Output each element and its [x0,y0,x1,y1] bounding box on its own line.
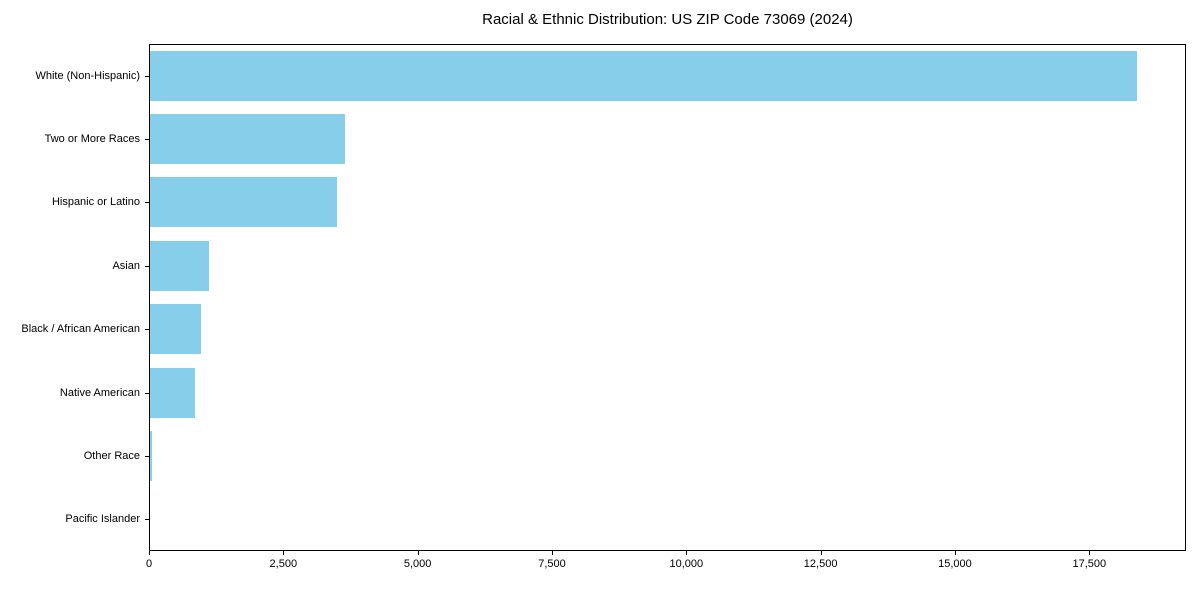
x-tick-mark [418,551,419,555]
y-tick-mark [145,202,149,203]
y-tick-label: Asian [112,259,140,272]
y-tick-label: Other Race [83,449,140,462]
x-tick-mark [821,551,822,555]
bar [150,430,153,481]
bar [150,304,202,355]
bar [150,240,210,291]
x-tick-label: 0 [145,558,153,570]
y-tick-label: Pacific Islander [65,513,140,526]
x-tick-mark [149,551,150,555]
x-tick-label: 17,500 [1072,558,1107,570]
y-tick-label: White (Non-Hispanic) [35,69,140,82]
x-tick-label: 12,500 [803,558,838,570]
plot-area [149,44,1186,551]
y-tick-mark [145,519,149,520]
y-tick-label: Native American [59,386,140,399]
x-tick-mark [686,551,687,555]
x-tick-mark [283,551,284,555]
y-tick-mark [145,76,149,77]
y-tick-label: Two or More Races [44,133,140,146]
x-tick-label: 10,000 [669,558,704,570]
y-tick-mark [145,266,149,267]
y-tick-mark [145,393,149,394]
bar [150,50,1138,101]
x-tick-label: 7,500 [538,558,566,570]
x-tick-mark [955,551,956,555]
bar [150,177,337,228]
y-tick-mark [145,139,149,140]
y-tick-label: Hispanic or Latino [51,196,140,209]
x-tick-mark [1089,551,1090,555]
bar [150,114,345,165]
x-tick-label: 5,000 [403,558,432,570]
x-tick-label: 15,000 [938,558,972,570]
y-tick-mark [145,329,149,330]
y-tick-mark [145,456,149,457]
y-tick-label: Black / African American [21,323,140,336]
bar [150,367,196,418]
chart-title: Racial & Ethnic Distribution: US ZIP Cod… [482,11,853,28]
x-tick-label: 2,500 [269,558,298,570]
x-tick-mark [552,551,553,555]
